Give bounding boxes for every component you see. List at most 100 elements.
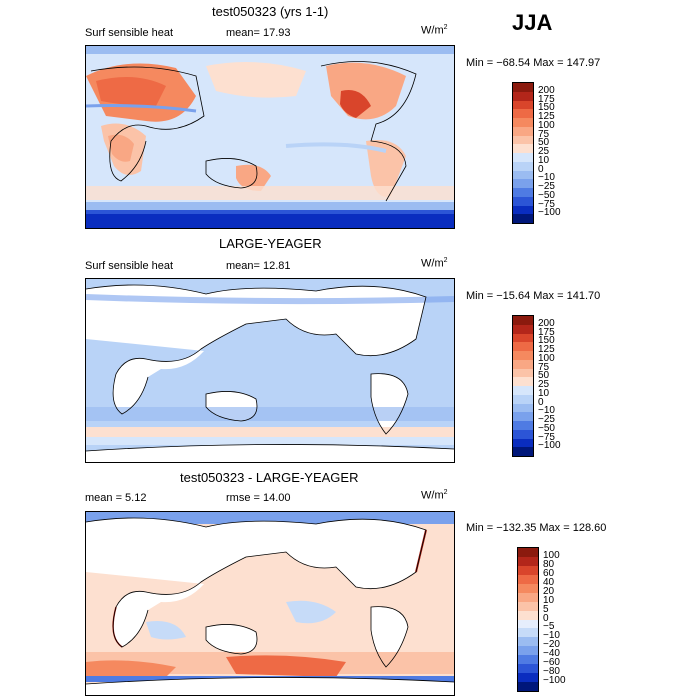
colorbar-tick-label: 150 [538,335,555,347]
colorbar-swatch [513,83,533,92]
colorbar-swatch [513,324,533,334]
colorbar-swatch [513,447,533,456]
colorbar-tick-label: 125 [538,111,555,122]
colorbar-tick-label: 5 [543,603,549,615]
colorbar-tick-label: 200 [538,317,555,329]
colorbar-tick-label: 75 [538,128,550,140]
colorbar-tick-label: 40 [543,576,555,588]
colorbar-swatch [513,205,533,215]
colorbar-tick-label: 100 [538,352,555,364]
panel2-title: LARGE-YEAGER [219,236,322,251]
panel1-colorbar [512,82,534,224]
colorbar-tick-label: 10 [538,154,550,166]
colorbar-swatch [513,100,533,110]
colorbar-swatch [518,646,538,656]
colorbar-swatch [513,126,533,136]
colorbar-tick-label: 200 [538,84,555,96]
panel3-mean: mean = 5.12 [85,492,147,504]
colorbar-swatch [518,637,538,647]
panel2-colorbar [512,315,534,457]
panel3-map [85,511,455,696]
colorbar-swatch [513,179,533,188]
colorbar-swatch [513,421,533,430]
colorbar-swatch [513,412,533,421]
colorbar-tick-label: −50 [538,189,555,201]
colorbar-swatch [513,394,533,404]
panel1-minmax: Min = −68.54 Max = 147.97 [466,57,601,69]
colorbar-tick-label: 100 [543,549,560,561]
colorbar-swatch [518,556,538,566]
colorbar-swatch [518,601,538,611]
colorbar-tick-label: −80 [543,666,560,678]
panel2-mean: mean= 12.81 [226,260,291,272]
panel1-units: W/m2 [421,24,448,37]
colorbar-tick-label: 25 [538,146,550,157]
colorbar-tick-label: −50 [538,422,555,434]
colorbar-tick-label: −20 [543,639,560,651]
colorbar-tick-label: −100 [543,675,566,687]
panel2-minmax: Min = −15.64 Max = 141.70 [466,290,601,302]
panel2-map [85,278,455,463]
colorbar-swatch [513,333,533,343]
colorbar-swatch [513,359,533,369]
colorbar-swatch [513,351,533,360]
colorbar-swatch [518,610,538,620]
colorbar-swatch [518,682,538,691]
colorbar-tick-label: 10 [538,387,550,399]
panel3-colorbar [517,547,539,692]
panel3-rmse: rmse = 14.00 [226,492,291,504]
panel2-units: W/m2 [421,257,448,270]
colorbar-tick-label: 0 [538,163,544,175]
colorbar-tick-label: −5 [543,621,555,633]
colorbar-swatch [518,548,538,557]
colorbar-tick-label: −40 [543,648,560,660]
colorbar-tick-label: 125 [538,344,555,355]
colorbar-tick-label: 175 [538,326,555,338]
colorbar-swatch [513,91,533,101]
colorbar-tick-label: 75 [538,361,550,373]
colorbar-swatch [513,153,533,162]
colorbar-tick-label: 60 [543,567,555,579]
colorbar-swatch [513,214,533,223]
colorbar-tick-label: −25 [538,181,555,192]
colorbar-tick-label: −10 [538,172,555,184]
colorbar-tick-label: −60 [543,657,560,669]
colorbar-swatch [513,403,533,413]
colorbar-tick-label: −75 [538,198,555,210]
colorbar-tick-label: 80 [543,558,555,570]
colorbar-tick-label: 0 [538,396,544,408]
colorbar-tick-label: −100 [538,207,561,219]
colorbar-tick-label: 150 [538,102,555,114]
season-label: JJA [512,10,553,35]
colorbar-swatch [518,592,538,602]
colorbar-swatch [518,565,538,575]
colorbar-tick-label: −100 [538,440,561,452]
colorbar-tick-label: −25 [538,414,555,425]
colorbar-swatch [513,109,533,118]
colorbar-swatch [513,386,533,395]
colorbar-swatch [513,196,533,206]
colorbar-swatch [513,438,533,448]
colorbar-tick-label: 10 [543,594,555,606]
colorbar-tick-label: 50 [538,137,550,149]
colorbar-swatch [518,628,538,638]
panel3-units: W/m2 [421,489,448,502]
colorbar-swatch [513,316,533,325]
colorbar-tick-label: −10 [538,405,555,417]
colorbar-swatch [518,583,538,593]
colorbar-swatch [518,673,538,683]
panel1-title: test050323 (yrs 1-1) [212,4,329,19]
colorbar-swatch [518,655,538,665]
panel3-minmax: Min = −132.35 Max = 128.60 [466,522,607,534]
colorbar-swatch [513,429,533,439]
colorbar-tick-label: 175 [538,93,555,105]
colorbar-swatch [518,619,538,629]
colorbar-swatch [513,118,533,127]
colorbar-swatch [513,342,533,351]
panel3-title: test050323 - LARGE-YEAGER [180,470,359,485]
colorbar-swatch [513,135,533,145]
colorbar-tick-label: 50 [538,370,550,382]
colorbar-tick-label: 0 [543,612,549,624]
colorbar-tick-label: 25 [538,379,550,390]
colorbar-swatch [513,368,533,378]
